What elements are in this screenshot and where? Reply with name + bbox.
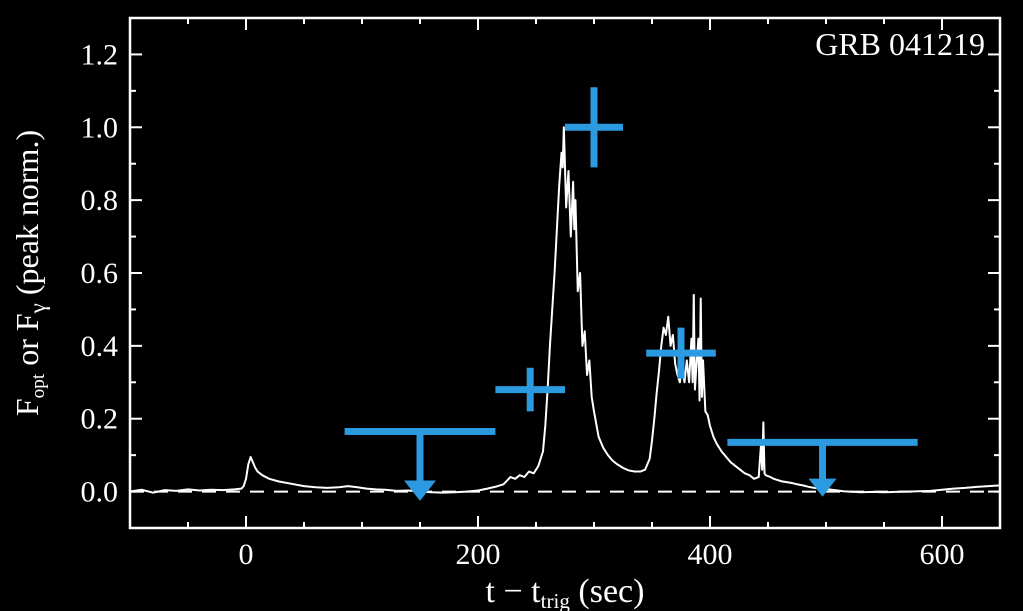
y-tick-label: 0.0: [81, 476, 119, 509]
x-tick-label: 0: [239, 538, 254, 571]
chart-container: 02004006000.00.20.40.60.81.01.2t − ttrig…: [0, 0, 1023, 611]
y-tick-label: 1.2: [81, 38, 119, 71]
y-axis-label: Fopt or Fγ (peak norm.): [9, 130, 50, 416]
y-tick-label: 0.8: [81, 184, 119, 217]
y-tick-label: 1.0: [81, 111, 119, 144]
y-tick-label: 0.4: [81, 330, 119, 363]
chart-svg: 02004006000.00.20.40.60.81.01.2t − ttrig…: [0, 0, 1023, 611]
x-tick-label: 400: [688, 538, 733, 571]
x-tick-label: 600: [920, 538, 965, 571]
y-tick-label: 0.6: [81, 257, 119, 290]
chart-title: GRB 041219: [815, 26, 985, 62]
chart-background: [0, 0, 1023, 611]
x-tick-label: 200: [456, 538, 501, 571]
y-tick-label: 0.2: [81, 403, 119, 436]
